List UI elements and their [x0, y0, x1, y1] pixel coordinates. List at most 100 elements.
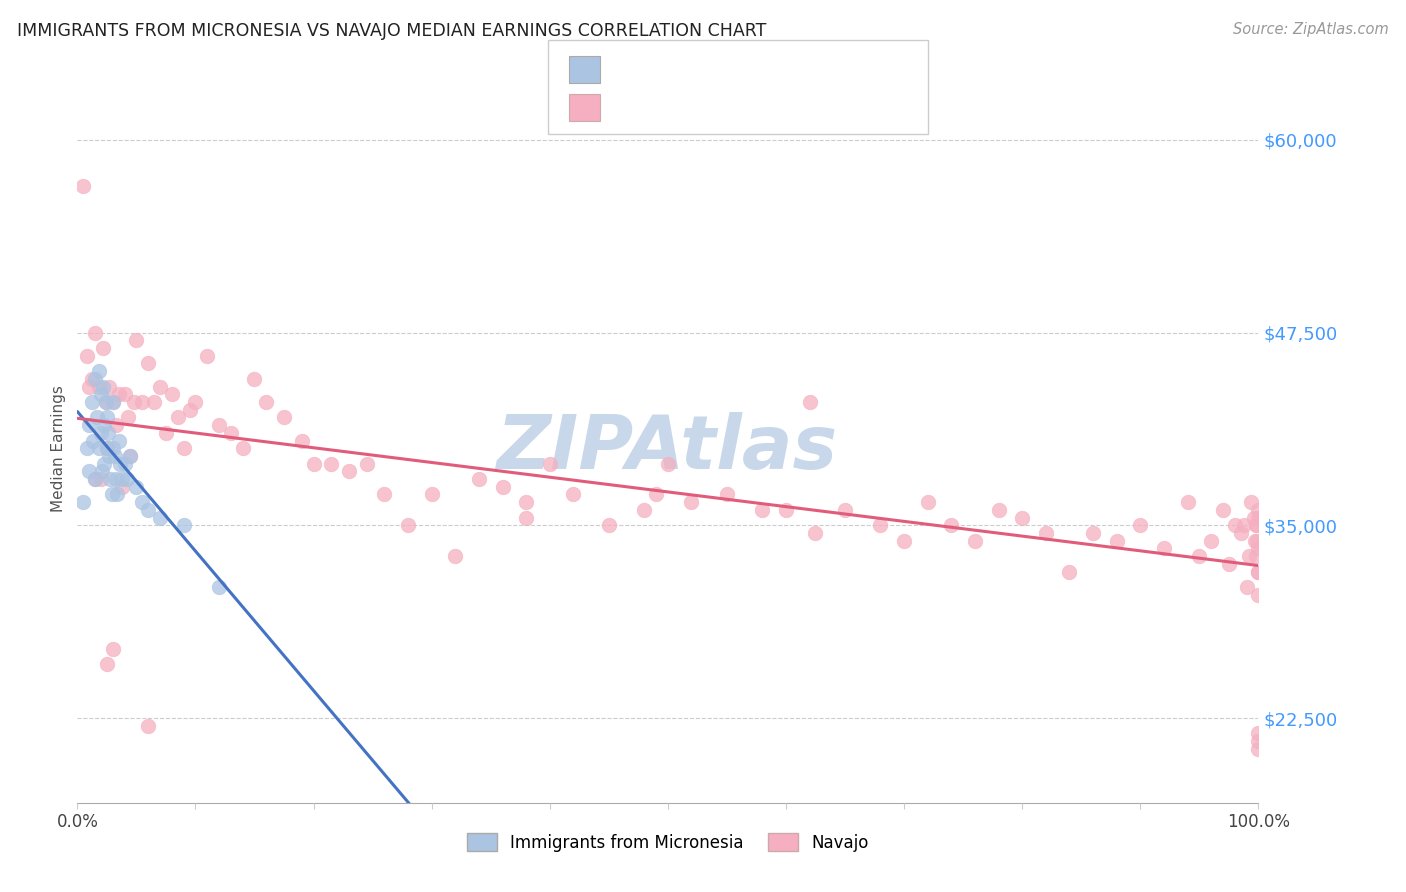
Text: N =: N =	[724, 61, 763, 79]
Point	[1212, 503, 1234, 517]
Point	[1129, 518, 1152, 533]
Point	[93, 457, 115, 471]
Point	[598, 518, 620, 533]
Point	[273, 410, 295, 425]
Point	[96, 441, 118, 455]
Legend: Immigrants from Micronesia, Navajo: Immigrants from Micronesia, Navajo	[460, 827, 876, 858]
Point	[173, 518, 195, 533]
Text: -0.218: -0.218	[654, 99, 716, 117]
Point	[86, 410, 108, 425]
Point	[321, 457, 343, 471]
Point	[101, 395, 124, 409]
Point	[94, 395, 117, 409]
Point	[72, 495, 94, 509]
Point	[107, 487, 129, 501]
Point	[1247, 742, 1270, 756]
Point	[136, 356, 159, 370]
Point	[76, 441, 98, 455]
Text: R =: R =	[612, 61, 650, 79]
Point	[90, 387, 112, 401]
Text: IMMIGRANTS FROM MICRONESIA VS NAVAJO MEDIAN EARNINGS CORRELATION CHART: IMMIGRANTS FROM MICRONESIA VS NAVAJO MED…	[17, 22, 766, 40]
Point	[184, 395, 207, 409]
Text: -0.188: -0.188	[654, 61, 716, 79]
Point	[963, 533, 986, 548]
Point	[91, 464, 114, 478]
Point	[1247, 588, 1270, 602]
Point	[100, 487, 122, 501]
Point	[893, 533, 915, 548]
Point	[917, 495, 939, 509]
Point	[77, 379, 100, 393]
Point	[681, 495, 703, 509]
Point	[84, 472, 107, 486]
Point	[136, 503, 159, 517]
Text: N =: N =	[724, 99, 763, 117]
Point	[1247, 726, 1270, 740]
Point	[108, 457, 131, 471]
Point	[657, 457, 679, 471]
Point	[93, 418, 115, 433]
Point	[131, 495, 153, 509]
Point	[122, 395, 145, 409]
Text: Source: ZipAtlas.com: Source: ZipAtlas.com	[1233, 22, 1389, 37]
Point	[84, 326, 107, 340]
Point	[111, 480, 134, 494]
Point	[941, 518, 963, 533]
Point	[87, 441, 110, 455]
Point	[491, 480, 513, 494]
Point	[254, 395, 277, 409]
Point	[804, 526, 827, 541]
Point	[1247, 734, 1270, 748]
Point	[1199, 533, 1222, 548]
Point	[1247, 541, 1270, 556]
Point	[160, 387, 183, 401]
Text: R =: R =	[612, 99, 650, 117]
Point	[111, 472, 134, 486]
Point	[96, 657, 118, 671]
Point	[1218, 557, 1240, 571]
Point	[125, 480, 148, 494]
Point	[751, 503, 773, 517]
Point	[100, 472, 122, 486]
Point	[1188, 549, 1211, 563]
Point	[155, 425, 177, 440]
Point	[396, 518, 419, 533]
Point	[114, 387, 136, 401]
Point	[799, 395, 821, 409]
Point	[1236, 580, 1258, 594]
Point	[104, 449, 127, 463]
Point	[208, 580, 231, 594]
Point	[91, 379, 114, 393]
Point	[869, 518, 891, 533]
Point	[1081, 526, 1104, 541]
Text: 106: 106	[763, 99, 800, 117]
Point	[149, 510, 172, 524]
Point	[834, 503, 856, 517]
Point	[1105, 533, 1128, 548]
Point	[1229, 526, 1251, 541]
Point	[1247, 565, 1270, 579]
Point	[1244, 518, 1267, 533]
Point	[114, 457, 136, 471]
Point	[1059, 565, 1081, 579]
Point	[291, 434, 314, 448]
Point	[1153, 541, 1175, 556]
Point	[515, 495, 537, 509]
Point	[76, 349, 98, 363]
Point	[101, 441, 124, 455]
Text: 41: 41	[763, 61, 793, 79]
Point	[1011, 510, 1033, 524]
Point	[98, 379, 121, 393]
Point	[243, 372, 266, 386]
Point	[90, 472, 112, 486]
Point	[538, 457, 561, 471]
Point	[87, 379, 110, 393]
Point	[645, 487, 668, 501]
Point	[302, 457, 325, 471]
Point	[149, 379, 172, 393]
Point	[97, 425, 120, 440]
Point	[90, 425, 112, 440]
Point	[420, 487, 443, 501]
Point	[82, 434, 104, 448]
Point	[1237, 549, 1260, 563]
